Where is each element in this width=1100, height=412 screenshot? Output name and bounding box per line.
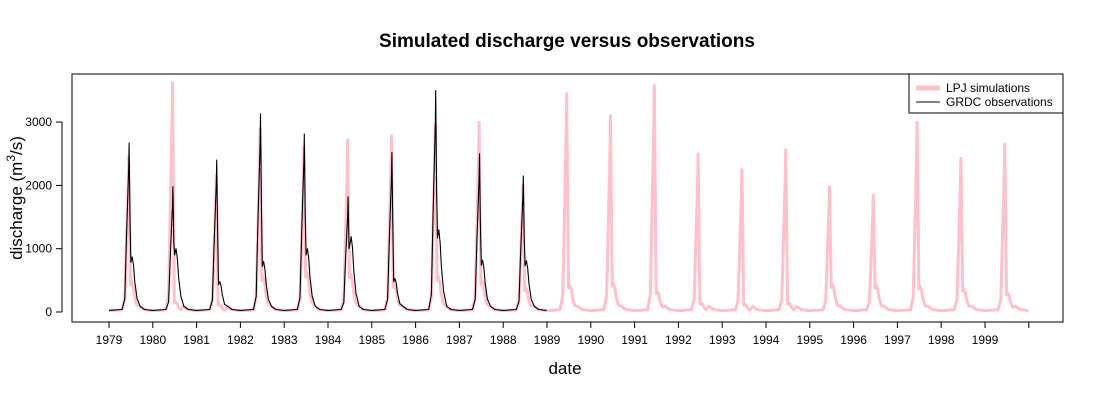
x-tick-label: 1981 — [183, 333, 210, 347]
x-tick-label: 1996 — [840, 333, 867, 347]
x-tick-label: 1992 — [665, 333, 692, 347]
x-axis: 1979 1980 1981 1982 1983 1984 1985 1986 1987 1988… — [96, 321, 1030, 347]
x-tick-label: 1982 — [227, 333, 254, 347]
x-tick-label: 1986 — [402, 333, 429, 347]
x-axis-label: date — [548, 359, 581, 378]
legend-box — [908, 73, 1064, 114]
x-tick-label: 1998 — [928, 333, 955, 347]
x-tick-label: 1993 — [709, 333, 736, 347]
x-tick-label: 1984 — [315, 333, 342, 347]
y-tick-label: 1000 — [25, 242, 52, 256]
x-tick-label: 1983 — [271, 333, 298, 347]
x-tick-label: 1988 — [490, 333, 517, 347]
y-tick-label: 3000 — [25, 115, 52, 129]
y-axis: 0 1000 2000 3000 — [25, 115, 63, 319]
legend-simulations-label: LPJ simulations — [946, 81, 1030, 95]
x-tick-label: 1995 — [796, 333, 823, 347]
chart-title: Simulated discharge versus observations — [379, 31, 755, 52]
observations-series-line — [108, 89, 547, 311]
x-tick-label: 1991 — [621, 333, 648, 347]
x-tick-label: 1980 — [139, 333, 166, 347]
x-tick-label: 1994 — [753, 333, 780, 347]
x-tick-label: 1999 — [972, 333, 999, 347]
y-tick-label: 2000 — [25, 178, 52, 192]
y-tick-label: 0 — [45, 305, 52, 319]
x-tick-label: 1997 — [884, 333, 911, 347]
x-tick-label: 1990 — [577, 333, 604, 347]
series-layer — [108, 81, 1029, 313]
simulations-series-line — [108, 81, 1029, 313]
legend: LPJ simulations GRDC observations — [908, 73, 1064, 114]
y-axis-label: discharge (m3/s) — [4, 136, 26, 260]
x-tick-label: 1987 — [446, 333, 473, 347]
x-tick-label: 1979 — [96, 333, 123, 347]
x-tick-label: 1989 — [534, 333, 561, 347]
x-tick-label: 1985 — [358, 333, 385, 347]
legend-observations-label: GRDC observations — [946, 95, 1053, 109]
